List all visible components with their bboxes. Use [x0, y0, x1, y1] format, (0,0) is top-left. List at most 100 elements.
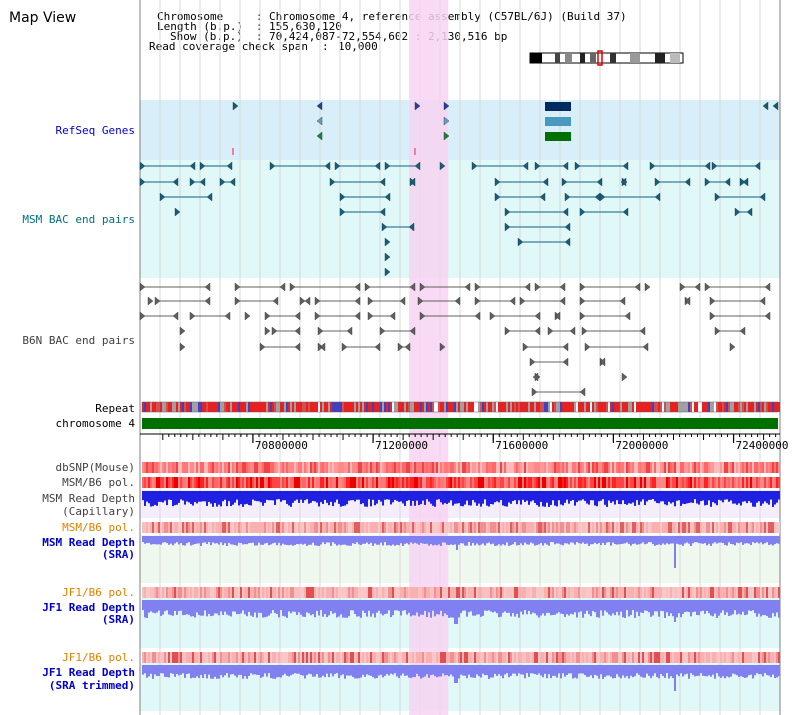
- jf1-depth-trim-bar: [618, 665, 620, 677]
- msm-b6-pol2-cell: [398, 522, 400, 533]
- track-label-msm-b6-pol-1[interactable]: MSM/B6 pol.: [62, 476, 135, 489]
- jf1-b6-pol2-cell: [334, 652, 336, 663]
- jf1-b6-pol-cell: [248, 587, 250, 598]
- msm-b6-pol-cell: [546, 477, 548, 488]
- jf1-b6-pol2-cell: [592, 652, 594, 663]
- dbsnp-cell: [716, 462, 718, 473]
- msm-depth-cap-bar: [568, 491, 570, 504]
- repeat-segment: [554, 402, 556, 412]
- jf1-b6-pol-cell: [656, 587, 658, 598]
- msm-b6-pol-cell: [460, 477, 462, 488]
- jf1-b6-pol2-cell: [676, 652, 678, 663]
- track-label-msm-bac[interactable]: MSM BAC end pairs: [22, 213, 135, 226]
- msm-b6-pol2-cell: [244, 522, 246, 533]
- dbsnp-cell: [362, 462, 364, 473]
- jf1-b6-pol2-cell: [402, 652, 404, 663]
- b6n-bac-pair-end: [569, 326, 576, 336]
- msm-b6-pol2-cell: [672, 522, 674, 533]
- jf1-depth-sra-bar: [336, 600, 338, 618]
- msm-depth-sra-bar: [264, 536, 266, 544]
- dbsnp-cell: [288, 462, 290, 473]
- repeat-segment: [276, 402, 278, 412]
- jf1-b6-pol2-cell: [654, 652, 656, 663]
- msm-bac-end: [439, 161, 446, 171]
- jf1-depth-trim-bar: [492, 665, 494, 678]
- msm-depth-cap-bar: [214, 491, 216, 504]
- jf1-b6-pol2-cell: [546, 652, 548, 663]
- msm-depth-cap-bar: [310, 491, 312, 503]
- track-label-jf1-depth-trim[interactable]: JF1 Read Depth: [42, 666, 135, 679]
- jf1-depth-trim-bar: [542, 665, 544, 678]
- track-label-jf1-b6-pol-2[interactable]: JF1/B6 pol.: [62, 651, 135, 664]
- ideogram-band: [580, 53, 585, 63]
- track-label-dbsnp[interactable]: dbSNP(Mouse): [55, 461, 135, 474]
- repeat-segment: [282, 402, 284, 412]
- jf1-depth-sra-bar: [750, 600, 752, 612]
- dbsnp-cell: [566, 462, 568, 473]
- track-label-jf1-b6-pol-1[interactable]: JF1/B6 pol.: [62, 586, 135, 599]
- msm-b6-pol2-cell: [440, 522, 442, 533]
- msm-b6-pol-cell: [756, 477, 758, 488]
- jf1-b6-pol2-cell: [694, 652, 696, 663]
- b6n-bac-pair-start: [522, 342, 529, 352]
- jf1-b6-pol-cell: [312, 587, 314, 598]
- msm-depth-cap-bar: [282, 491, 284, 501]
- jf1-depth-sra-bar: [314, 600, 316, 618]
- msm-b6-pol-cell: [180, 477, 182, 488]
- msm-depth-cap-bar: [452, 491, 454, 506]
- msm-b6-pol2-cell: [226, 522, 228, 533]
- dbsnp-cell: [202, 462, 204, 473]
- msm-b6-pol-cell: [636, 477, 638, 488]
- jf1-depth-trim-bar: [324, 665, 326, 678]
- track-label-b6n-bac[interactable]: B6N BAC end pairs: [22, 334, 135, 347]
- msm-b6-pol2-cell: [348, 522, 350, 533]
- msm-depth-sra-bar: [256, 536, 258, 546]
- b6n-bac-pair-end: [454, 296, 461, 306]
- msm-b6-pol2-cell: [158, 522, 160, 533]
- jf1-b6-pol2-cell: [264, 652, 266, 663]
- track-label-refseq[interactable]: RefSeq Genes: [55, 124, 135, 137]
- jf1-b6-pol2-cell: [432, 652, 434, 663]
- dbsnp-cell: [184, 462, 186, 473]
- msm-b6-pol-cell: [530, 477, 532, 488]
- msm-depth-cap-bar: [426, 491, 428, 500]
- msm-depth-cap-bar: [528, 491, 530, 505]
- jf1-depth-trim-bar: [484, 665, 486, 676]
- track-label-msm-depth-cap[interactable]: MSM Read Depth: [42, 492, 135, 505]
- jf1-depth-sra-bar: [662, 600, 664, 612]
- msm-depth-cap-bar: [242, 491, 244, 507]
- dbsnp-cell: [330, 462, 332, 473]
- msm-b6-pol2-cell: [544, 522, 546, 533]
- repeat-segment: [532, 402, 534, 412]
- jf1-depth-sra-bar: [180, 600, 182, 611]
- track-label-jf1-depth-sra[interactable]: JF1 Read Depth: [42, 601, 135, 614]
- jf1-b6-pol-cell: [764, 587, 766, 598]
- msm-depth-sra-bar: [508, 536, 510, 546]
- track-label-msm-depth-sra[interactable]: MSM Read Depth: [42, 536, 135, 549]
- refseq-gene: [316, 116, 323, 126]
- dbsnp-cell: [496, 462, 498, 473]
- msm-depth-sra-bar: [576, 536, 578, 543]
- repeat-segment: [582, 402, 584, 412]
- msm-depth-sra-bar: [602, 536, 604, 543]
- dbsnp-cell: [690, 462, 692, 473]
- jf1-b6-pol-cell: [722, 587, 724, 598]
- jf1-depth-sra-bar: [228, 600, 230, 616]
- msm-b6-pol-cell: [344, 477, 346, 488]
- jf1-depth-sra-bar: [770, 600, 772, 618]
- msm-b6-pol-cell: [732, 477, 734, 488]
- msm-depth-cap-bar: [726, 491, 728, 500]
- dbsnp-cell: [664, 462, 666, 473]
- msm-b6-pol-cell: [418, 477, 420, 488]
- jf1-b6-pol-cell: [738, 587, 740, 598]
- repeat-segment: [250, 402, 252, 412]
- msm-depth-cap-bar: [182, 491, 184, 501]
- dbsnp-cell: [696, 462, 698, 473]
- msm-b6-pol2-cell: [286, 522, 288, 533]
- track-label-msm-b6-pol-2[interactable]: MSM/B6 pol.: [62, 521, 135, 534]
- dbsnp-cell: [348, 462, 350, 473]
- msm-depth-cap-bar: [774, 491, 776, 505]
- msm-depth-cap-bar: [484, 491, 486, 500]
- msm-b6-pol2-cell: [508, 522, 510, 533]
- msm-depth-cap-bar: [458, 491, 460, 504]
